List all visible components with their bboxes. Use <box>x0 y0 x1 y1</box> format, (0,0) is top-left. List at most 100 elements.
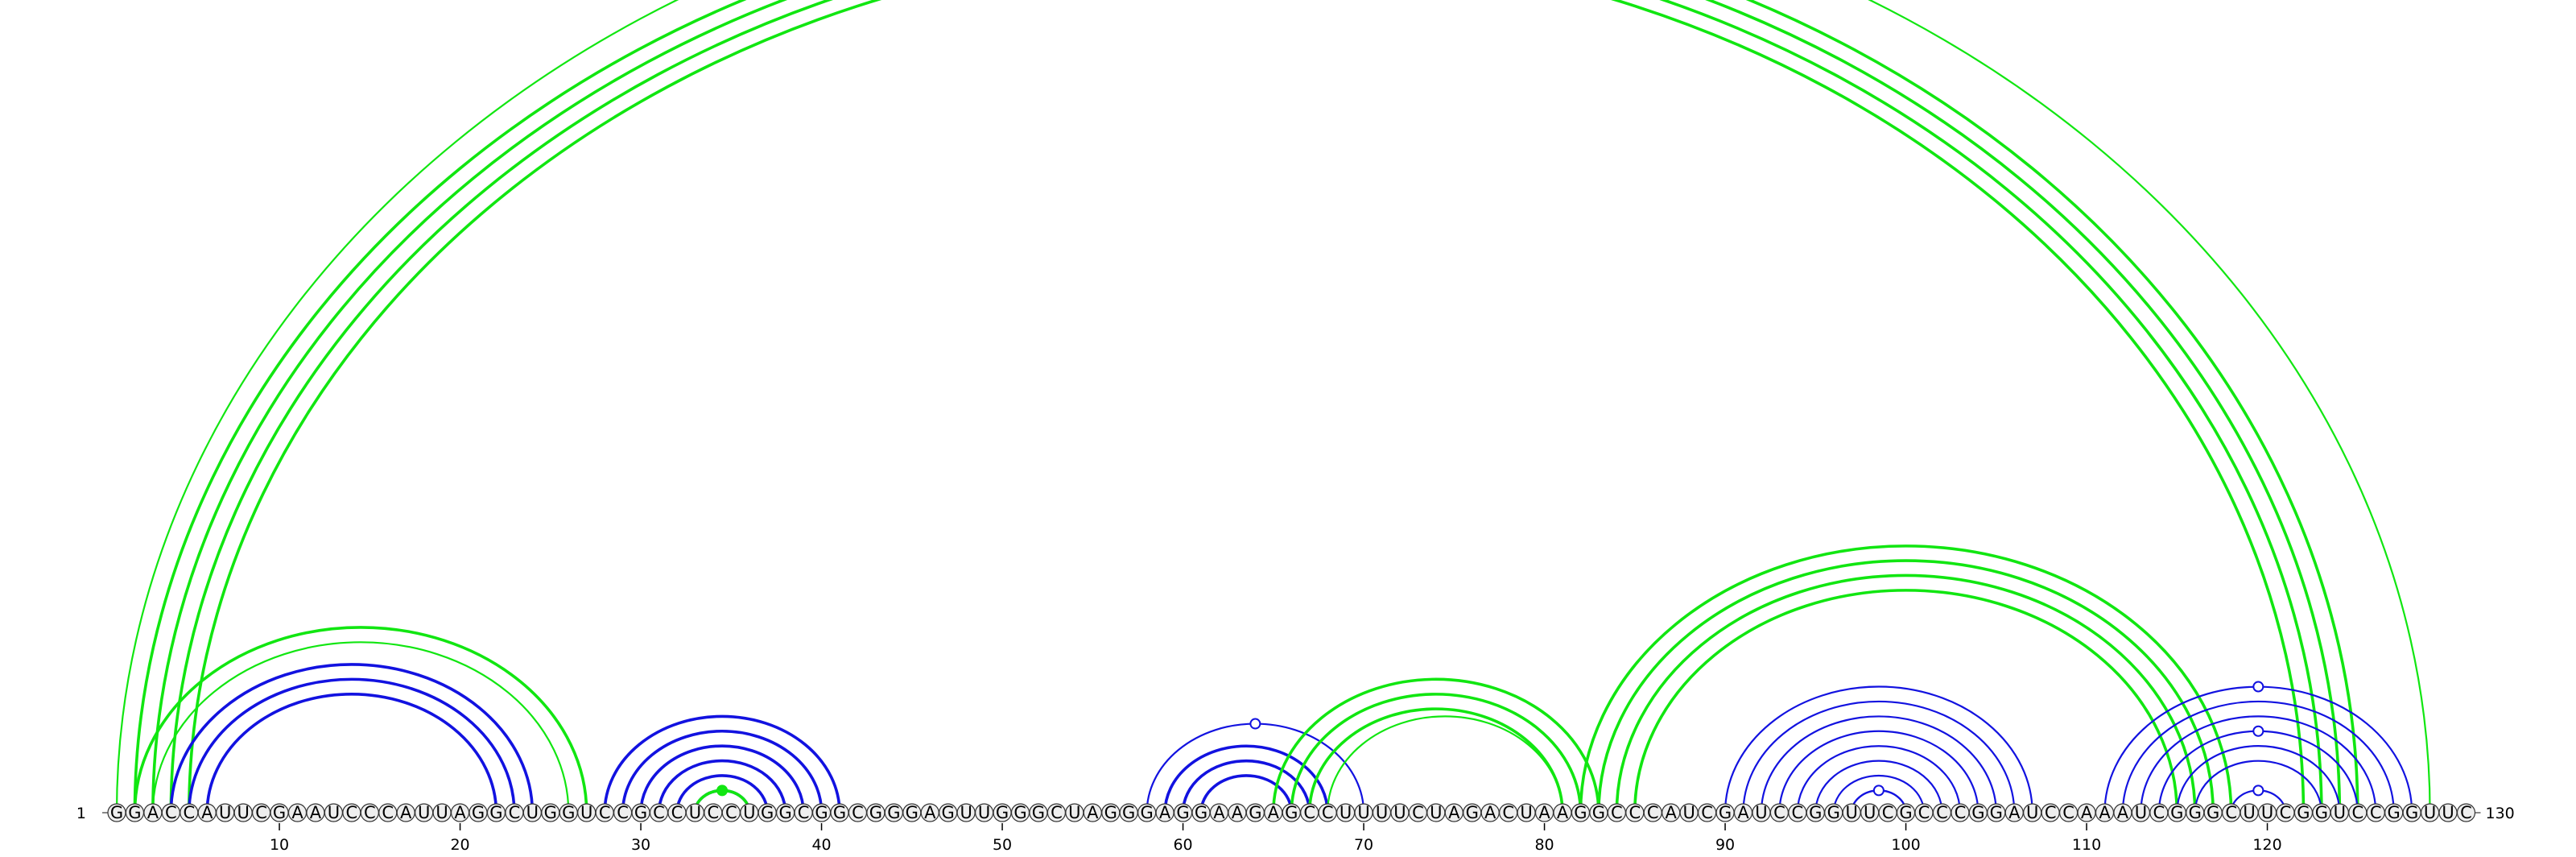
nucleotide-letter: C <box>1882 803 1894 822</box>
nucleotide: C <box>1879 803 1897 822</box>
nucleotide-letter: A <box>1557 803 1569 822</box>
nucleotide-letter: G <box>489 803 502 822</box>
tick-label: 10 <box>270 836 289 854</box>
nucleotide-letter: A <box>310 803 322 822</box>
nucleotide-letter: G <box>2388 803 2401 822</box>
nucleotide-letter: C <box>2062 803 2074 822</box>
nucleotide: C <box>1915 803 1933 822</box>
nucleotide: G <box>1463 803 1481 822</box>
nucleotide-letter: A <box>2081 803 2093 822</box>
nucleotide-letter: G <box>1809 803 1822 822</box>
nucleotide-letter: G <box>942 803 955 822</box>
nucleotide-letter: C <box>2153 803 2165 822</box>
tick-label: 60 <box>1173 836 1192 854</box>
nucleotide: U <box>1843 803 1860 822</box>
nucleotide: C <box>2223 803 2240 822</box>
green-pair-arc <box>1274 679 1599 813</box>
nucleotide-letter: C <box>2280 803 2292 822</box>
tick-label: 20 <box>450 836 469 854</box>
nucleotide-letter: A <box>1232 803 1244 822</box>
nucleotide: U <box>2259 803 2277 822</box>
nucleotide: U <box>2330 803 2348 822</box>
nucleotide: G <box>1120 803 1137 822</box>
nucleotide: C <box>2349 803 2367 822</box>
nucleotide: C <box>2458 803 2475 822</box>
nucleotide: A <box>2114 803 2132 822</box>
nucleotide-letter: A <box>1213 803 1225 822</box>
nucleotide-letter: A <box>1737 803 1749 822</box>
green-pair-arc <box>171 0 2322 813</box>
nucleotide-letter: G <box>1827 803 1840 822</box>
nucleotide-letter: U <box>2442 803 2454 822</box>
nucleotide-letter: C <box>1051 803 1063 822</box>
nucleotide-letter: G <box>562 803 575 822</box>
nucleotide-letter: G <box>906 803 919 822</box>
nucleotide-letter: U <box>219 803 231 822</box>
nucleotide: A <box>1210 803 1228 822</box>
nucleotide-letter: A <box>1538 803 1550 822</box>
nucleotide: G <box>813 803 831 822</box>
nucleotide-letter: G <box>544 803 557 822</box>
nucleotide-letter: G <box>996 803 1009 822</box>
nucleotide: U <box>217 803 234 822</box>
nucleotide: C <box>1409 803 1426 822</box>
nucleotide-letter: U <box>689 803 701 822</box>
nucleotide: C <box>1047 803 1065 822</box>
nucleotide: G <box>2294 803 2312 822</box>
nucleotide: G <box>1825 803 1843 822</box>
nucleotide: G <box>1282 803 1300 822</box>
green-pair-arc <box>1310 709 1563 813</box>
nucleotide: C <box>722 803 740 822</box>
nucleotide-letter: A <box>201 803 213 822</box>
nucleotide: G <box>777 803 795 822</box>
nucleotide-letter: C <box>1502 803 1514 822</box>
nucleotide: U <box>1355 803 1373 822</box>
nucleotide: C <box>1319 803 1336 822</box>
nucleotide-letter: U <box>1846 803 1858 822</box>
arc-apex-marker <box>2253 727 2263 736</box>
nucleotide-letter: U <box>1393 803 1406 822</box>
nucleotide-letter: G <box>1899 803 1912 822</box>
nucleotide-letter: C <box>1918 803 1930 822</box>
nucleotide-letter: C <box>852 803 864 822</box>
nucleotide-letter: U <box>1340 803 1352 822</box>
nucleotide-letter: C <box>346 803 358 822</box>
nucleotide: C <box>1608 803 1625 822</box>
nucleotide: A <box>2005 803 2023 822</box>
nucleotide: C <box>795 803 812 822</box>
axis-ticks: 10 20 30 40 50 60 70 80 90 100 110 120 <box>270 823 2282 854</box>
nucleotide: G <box>2385 803 2403 822</box>
nucleotide: C <box>2150 803 2168 822</box>
nucleotide-letter: C <box>183 803 195 822</box>
nucleotide-letter: C <box>364 803 376 822</box>
nucleotide: G <box>2168 803 2186 822</box>
nucleotide: U <box>957 803 975 822</box>
nucleotide: C <box>596 803 613 822</box>
nucleotide-letter: G <box>472 803 485 822</box>
nucleotide: U <box>2024 803 2041 822</box>
nucleotide-letter: G <box>1971 803 1984 822</box>
nucleotide-letter: C <box>2351 803 2363 822</box>
nucleotide-letter: G <box>1013 803 1026 822</box>
tick-label: 120 <box>2252 836 2281 854</box>
nucleotide: G <box>1030 803 1047 822</box>
nucleotide-letter: C <box>1955 803 1967 822</box>
nucleotide-letter: U <box>2261 803 2273 822</box>
nucleotide-letter: C <box>798 803 810 822</box>
nucleotide-letter: C <box>653 803 665 822</box>
nucleotide: C <box>361 803 378 822</box>
nucleotide: C <box>704 803 722 822</box>
nucleotide: U <box>324 803 342 822</box>
nucleotide: C <box>1789 803 1806 822</box>
nucleotide: C <box>614 803 632 822</box>
nucleotide-letter: G <box>1141 803 1154 822</box>
nucleotide-letter: G <box>833 803 846 822</box>
nucleotide-letter: U <box>237 803 249 822</box>
nucleotide-letter: G <box>761 803 774 822</box>
nucleotide-letter: C <box>255 803 267 822</box>
nucleotide-letter: G <box>128 803 141 822</box>
nucleotide: A <box>1228 803 1246 822</box>
nucleotide: A <box>397 803 415 822</box>
nucleotide: U <box>523 803 541 822</box>
nucleotide-letter: C <box>708 803 720 822</box>
